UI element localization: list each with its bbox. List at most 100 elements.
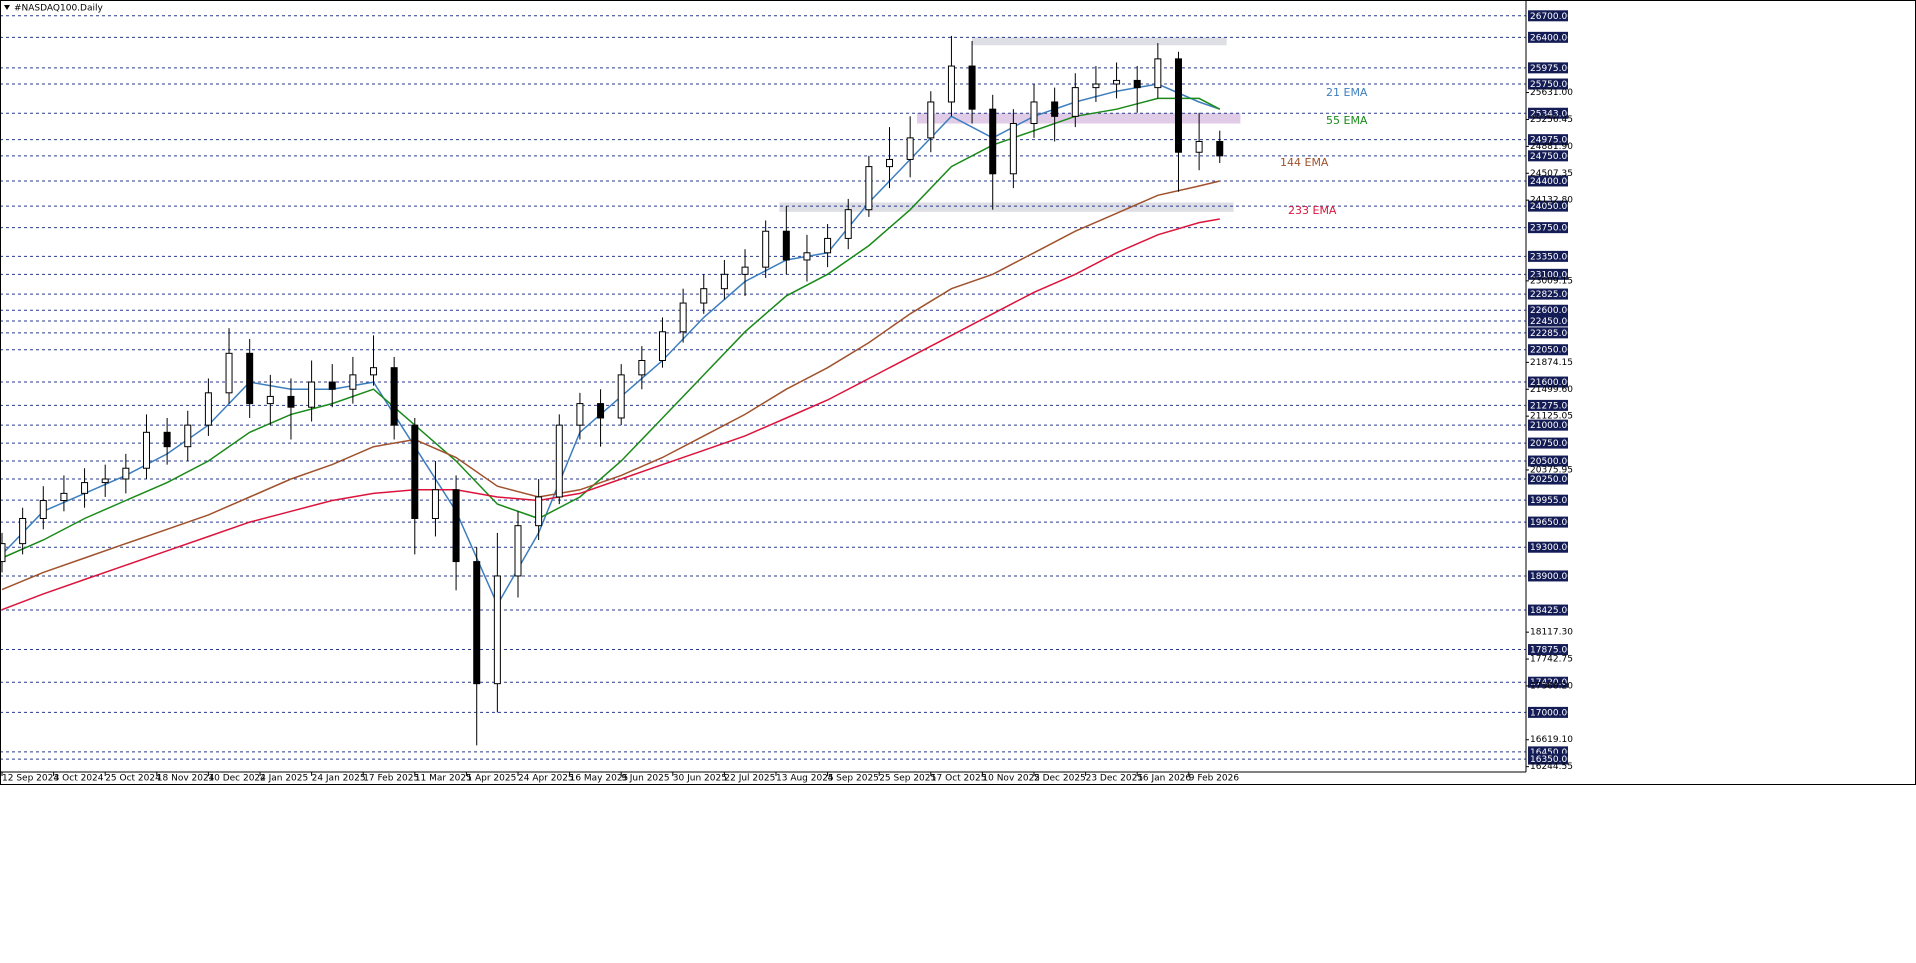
level-label: 19300.00 xyxy=(1530,543,1573,553)
level-label: 20250.00 xyxy=(1530,475,1573,485)
candle-body xyxy=(184,424,192,448)
candle-body xyxy=(844,209,852,239)
candle-body xyxy=(906,137,914,160)
level-label-box xyxy=(1528,644,1568,656)
candle-body xyxy=(679,302,687,333)
candle-body xyxy=(60,492,68,502)
candle-body xyxy=(452,489,460,563)
x-tick-label: 9 Jun 2025 xyxy=(621,774,669,784)
candle-body xyxy=(1133,79,1141,89)
y-tick-label: 25256.45 xyxy=(1530,115,1573,125)
level-label: 23750.00 xyxy=(1530,224,1573,234)
x-tick-label: 16 Jan 2026 xyxy=(1137,774,1191,784)
candle-body xyxy=(720,273,728,290)
candle-body xyxy=(658,331,666,362)
x-tick-label: 25 Oct 2024 xyxy=(105,774,161,784)
y-tick-label: 21499.60 xyxy=(1530,385,1573,395)
level-label-box xyxy=(1528,200,1568,212)
candle-body xyxy=(700,288,708,304)
candle-body xyxy=(142,431,150,469)
candle-body xyxy=(555,424,563,498)
level-label-box xyxy=(1528,288,1568,300)
level-label: 20750.00 xyxy=(1530,439,1573,449)
y-tick-label: 17742.75 xyxy=(1530,655,1573,665)
x-tick-label: 9 Feb 2026 xyxy=(1189,774,1240,784)
level-label: 22285.00 xyxy=(1530,329,1573,339)
level-label-box xyxy=(1528,676,1568,688)
x-tick-label: 3 Oct 2024 xyxy=(54,774,104,784)
zone xyxy=(779,202,1234,212)
candle-body xyxy=(493,575,501,685)
level-label: 25975.00 xyxy=(1530,64,1573,74)
level-label: 19955.03 xyxy=(1530,496,1573,506)
x-tick-label: 4 Sep 2025 xyxy=(828,774,879,784)
level-label: 21600.00 xyxy=(1530,378,1573,388)
candle-body xyxy=(266,395,274,405)
y-tick-label: 17368.20 xyxy=(1530,681,1573,691)
x-tick-label: 30 Jun 2025 xyxy=(673,774,727,784)
level-label: 22600.00 xyxy=(1530,306,1573,316)
y-tick-label: 16244.55 xyxy=(1530,762,1573,772)
level-label-box xyxy=(1528,399,1568,411)
menu-arrow[interactable] xyxy=(4,5,10,10)
level-label-box xyxy=(1528,222,1568,234)
x-tick-label: 24 Apr 2025 xyxy=(518,774,574,784)
candle-body xyxy=(762,230,770,268)
candle-body xyxy=(328,381,336,390)
level-label: 24975.00 xyxy=(1530,136,1573,146)
level-label: 22050.00 xyxy=(1530,346,1573,356)
level-label-box xyxy=(1528,134,1568,146)
x-tick-label: 10 Dec 2024 xyxy=(208,774,266,784)
series-label: 55 EMA xyxy=(1326,114,1368,127)
level-label: 22825.00 xyxy=(1530,290,1573,300)
candle-body xyxy=(204,392,212,426)
level-label-box xyxy=(1528,746,1568,758)
level-label-box xyxy=(1528,376,1568,388)
zone xyxy=(972,37,1227,46)
level-label: 21275.00 xyxy=(1530,401,1573,411)
x-tick-label: 11 Mar 2025 xyxy=(415,774,472,784)
x-tick-label: 2 Dec 2025 xyxy=(1034,774,1086,784)
level-label-box xyxy=(1528,473,1568,485)
level-label: 26400.00 xyxy=(1530,33,1573,43)
candle-body xyxy=(1092,83,1100,89)
ema-line xyxy=(1,180,1220,591)
candle-body xyxy=(989,108,997,175)
level-label-box xyxy=(1528,344,1568,356)
level-label-box xyxy=(1528,455,1568,467)
x-tick-label: 16 May 2025 xyxy=(570,774,629,784)
y-tick-label: 24507.35 xyxy=(1530,169,1573,179)
x-tick-label: 13 Aug 2025 xyxy=(776,774,834,784)
candle-body xyxy=(39,500,47,519)
candle-body xyxy=(741,266,749,275)
candle-body xyxy=(1051,101,1059,117)
level-label-box xyxy=(1528,541,1568,553)
x-tick-label: 12 Sep 2024 xyxy=(2,774,59,784)
candle-body xyxy=(617,374,625,419)
chart-title: #NASDAQ100.Daily xyxy=(14,4,103,14)
x-tick-label: 17 Feb 2025 xyxy=(363,774,419,784)
candle-body xyxy=(947,65,955,103)
level-label: 22450.00 xyxy=(1530,317,1573,327)
candle-body xyxy=(431,489,439,519)
candle-body xyxy=(19,517,27,545)
candle-body xyxy=(163,431,171,448)
level-label: 23100.00 xyxy=(1530,270,1573,280)
level-label-box xyxy=(1528,604,1568,616)
candle-body xyxy=(1009,123,1017,175)
candle-body xyxy=(803,252,811,261)
level-label: 16350.00 xyxy=(1530,755,1573,765)
level-label: 20500.00 xyxy=(1530,457,1573,467)
candle-body xyxy=(886,158,894,168)
level-label-box xyxy=(1528,419,1568,431)
x-tick-label: 22 Jul 2025 xyxy=(724,774,775,784)
candle-body xyxy=(535,496,543,527)
candle-body xyxy=(638,360,646,376)
candle-body xyxy=(308,381,316,408)
candle-body xyxy=(1071,87,1079,117)
y-tick-label: 20375.95 xyxy=(1530,465,1573,475)
x-tick-label: 17 Oct 2025 xyxy=(931,774,987,784)
x-tick-label: 18 Nov 2024 xyxy=(157,774,215,784)
